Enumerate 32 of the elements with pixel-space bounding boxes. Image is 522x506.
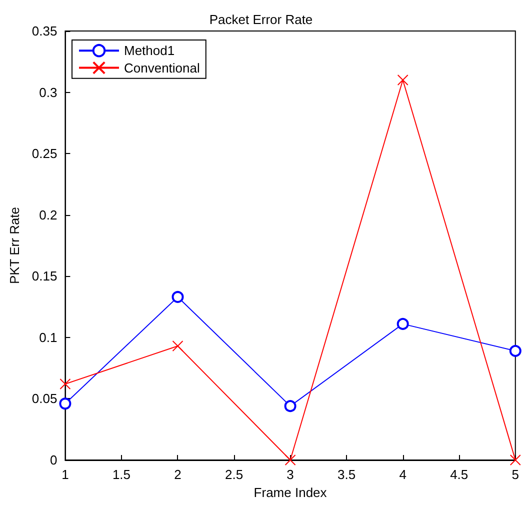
point — [59, 398, 72, 410]
y-tick-label: 0.3 — [39, 84, 58, 100]
x-tick-label: 4 — [399, 467, 406, 482]
point — [396, 318, 409, 330]
y-tick-label: 0.15 — [32, 268, 58, 284]
point — [284, 400, 296, 412]
x-tick-label: 3.5 — [338, 467, 356, 482]
point — [172, 340, 184, 352]
x-tick-label: 2.5 — [224, 467, 244, 482]
legend-label: Method1 — [124, 43, 175, 58]
chart-title: Packet Error Rate — [209, 12, 313, 27]
point — [510, 454, 521, 466]
y-tick-label: 0.35 — [32, 24, 58, 38]
x-tick-label: 1 — [62, 467, 69, 482]
y-tick-label: 0 — [50, 452, 58, 468]
point — [172, 290, 184, 303]
legend-label: Conventional — [124, 60, 200, 76]
point — [284, 454, 296, 466]
point — [397, 74, 408, 86]
point — [60, 378, 71, 390]
x-tick-label: 5 — [512, 467, 519, 482]
x-tick-label: 3 — [286, 467, 294, 482]
y-tick-label: 0.2 — [39, 207, 58, 222]
y-tick-label: 0.25 — [32, 146, 58, 162]
x-tick-label: 1.5 — [112, 467, 131, 482]
x-tick-label: 2 — [174, 467, 182, 482]
y-axis-title: PKT Err Rate — [7, 206, 22, 284]
point — [509, 344, 522, 357]
y-tick-label: 0.05 — [32, 391, 58, 406]
y-tick-label: 0.1 — [39, 330, 58, 345]
x-axis-title: Frame Index — [254, 484, 328, 500]
x-tick-label: 4.5 — [450, 467, 468, 482]
